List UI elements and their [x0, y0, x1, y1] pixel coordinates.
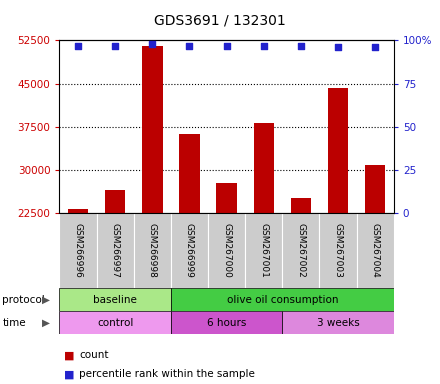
- Bar: [328, 88, 348, 213]
- Text: GSM266997: GSM266997: [110, 223, 120, 278]
- Bar: [142, 46, 162, 213]
- Bar: [319, 213, 357, 288]
- Text: GSM267000: GSM267000: [222, 223, 231, 278]
- Bar: [291, 198, 311, 213]
- Bar: [208, 213, 245, 288]
- Point: [74, 43, 81, 49]
- Text: GSM267004: GSM267004: [371, 223, 380, 278]
- Text: baseline: baseline: [93, 295, 137, 305]
- Bar: [59, 213, 96, 288]
- Text: 6 hours: 6 hours: [207, 318, 246, 328]
- Bar: [253, 123, 274, 213]
- Text: GSM266999: GSM266999: [185, 223, 194, 278]
- Bar: [179, 134, 200, 213]
- Point: [372, 44, 379, 50]
- Text: count: count: [79, 350, 109, 360]
- Bar: [171, 311, 282, 334]
- Bar: [105, 190, 125, 213]
- Text: GDS3691 / 132301: GDS3691 / 132301: [154, 13, 286, 27]
- Bar: [134, 213, 171, 288]
- Bar: [68, 209, 88, 213]
- Text: control: control: [97, 318, 133, 328]
- Bar: [59, 311, 171, 334]
- Point: [334, 44, 341, 50]
- Bar: [171, 213, 208, 288]
- Bar: [357, 213, 394, 288]
- Text: protocol: protocol: [2, 295, 45, 305]
- Bar: [245, 213, 282, 288]
- Text: GSM267002: GSM267002: [297, 223, 305, 278]
- Text: olive oil consumption: olive oil consumption: [227, 295, 338, 305]
- Text: GSM266996: GSM266996: [73, 223, 82, 278]
- Text: GSM266998: GSM266998: [148, 223, 157, 278]
- Point: [223, 43, 230, 49]
- Point: [260, 43, 267, 49]
- Text: percentile rank within the sample: percentile rank within the sample: [79, 369, 255, 379]
- Text: 3 weeks: 3 weeks: [317, 318, 359, 328]
- Bar: [365, 166, 385, 213]
- Text: ▶: ▶: [42, 295, 50, 305]
- Point: [149, 41, 156, 47]
- Bar: [216, 183, 237, 213]
- Text: GSM267003: GSM267003: [334, 223, 343, 278]
- Bar: [282, 213, 319, 288]
- Text: time: time: [2, 318, 26, 328]
- Bar: [171, 288, 394, 311]
- Text: ■: ■: [64, 350, 74, 360]
- Point: [297, 43, 304, 49]
- Text: ■: ■: [64, 369, 74, 379]
- Bar: [59, 288, 171, 311]
- Bar: [282, 311, 394, 334]
- Text: ▶: ▶: [42, 318, 50, 328]
- Point: [186, 43, 193, 49]
- Point: [112, 43, 119, 49]
- Text: GSM267001: GSM267001: [259, 223, 268, 278]
- Bar: [96, 213, 134, 288]
